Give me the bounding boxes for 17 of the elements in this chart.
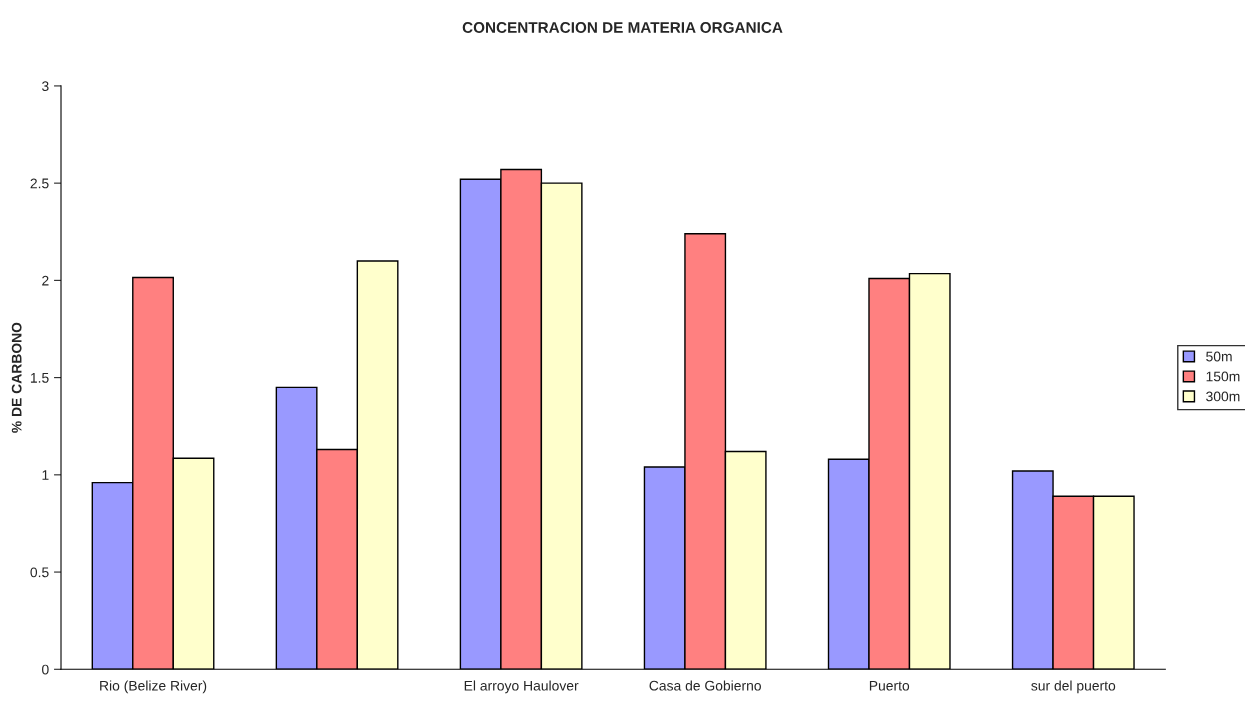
x-tick-label: Rio (Belize River)	[100, 680, 207, 694]
legend-label: 50m	[1206, 351, 1232, 362]
y-tick-label: 2.5	[30, 178, 49, 189]
y-axis-title: % DE CARBONO	[11, 322, 22, 433]
x-tick-label: El arroyo Haulover	[464, 680, 579, 694]
y-tick-label: 3	[42, 81, 49, 92]
y-tick-label: 1	[42, 470, 49, 480]
legend-label: 300m	[1206, 391, 1240, 402]
legend-label: 150m	[1206, 371, 1240, 382]
y-tick-label: 0	[42, 664, 49, 675]
y-tick-label: 0.5	[30, 567, 49, 578]
x-tick-label: Casa de Gobierno	[649, 680, 761, 691]
y-tick-label: 1.5	[30, 373, 49, 383]
x-tick-label: Puerto	[869, 680, 910, 691]
y-tick-label: 2	[42, 275, 49, 286]
chart-title: CONCENTRACION DE MATERIA ORGANICA	[462, 22, 783, 33]
x-tick-label: sur del puerto	[1031, 680, 1116, 694]
